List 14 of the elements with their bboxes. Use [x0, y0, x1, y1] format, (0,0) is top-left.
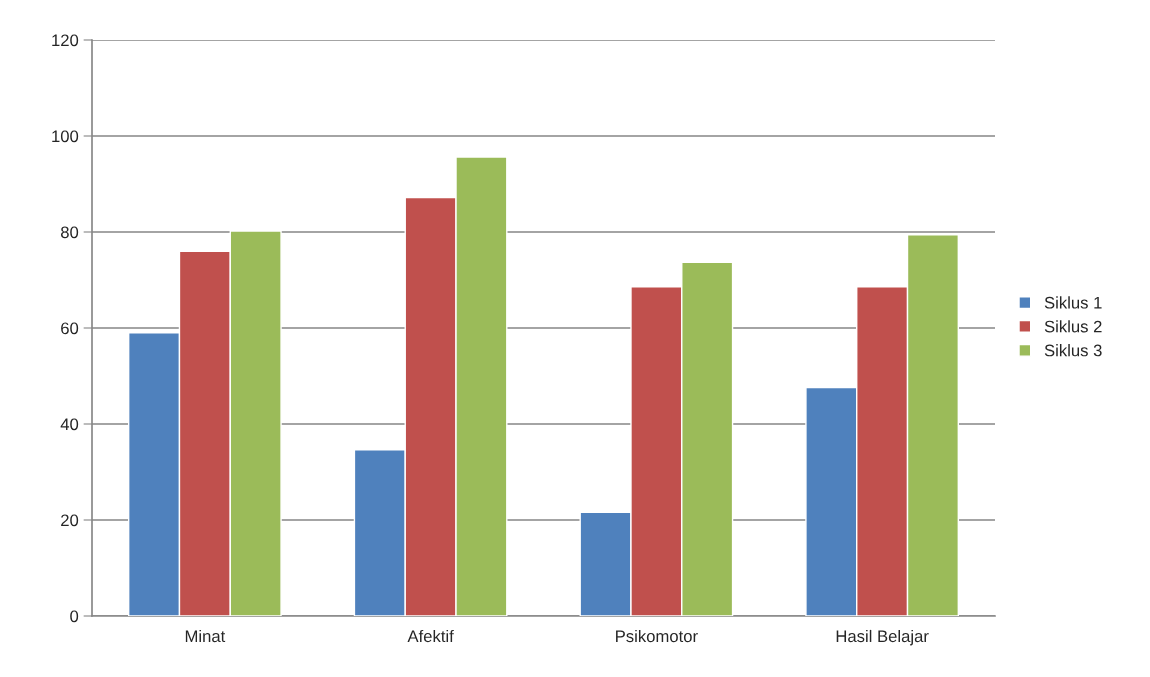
x-tick-label: Hasil Belajar	[836, 629, 929, 646]
y-tick-label: 40	[60, 418, 79, 431]
x-tick-label: Minat	[185, 629, 226, 643]
legend-label: Siklus 3	[1044, 344, 1102, 357]
y-tick-label: 60	[61, 322, 79, 335]
y-tick-label: 120	[52, 34, 79, 47]
legend-label: Siklus 2	[1044, 320, 1102, 333]
y-tick-label: 0	[70, 610, 79, 623]
y-tick-label: 100	[52, 130, 79, 143]
y-tick-label: 80	[60, 226, 79, 239]
x-tick-label: Psikomotor	[616, 629, 698, 643]
legend-label: Siklus 1	[1044, 296, 1102, 309]
x-tick-label: Afektif	[407, 629, 454, 643]
y-tick-label: 20	[61, 514, 79, 527]
